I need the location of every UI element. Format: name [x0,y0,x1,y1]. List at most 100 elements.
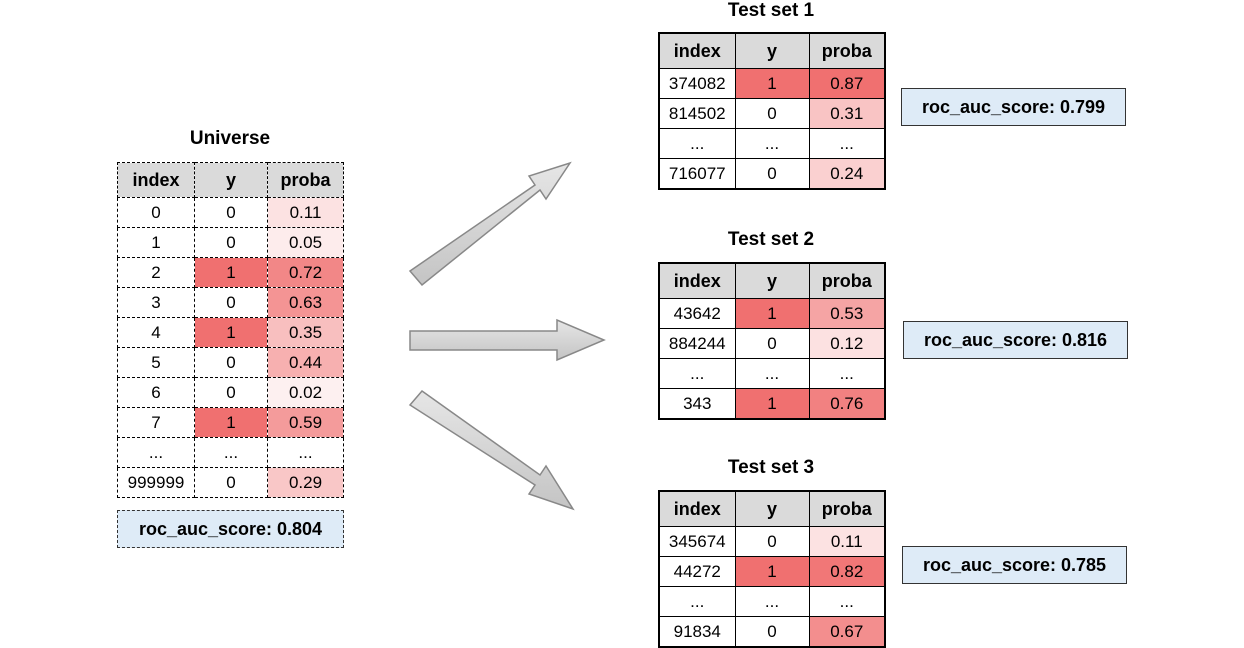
y-cell: 1 [194,407,268,438]
proba-cell: 0.82 [808,556,886,587]
proba-cell: 0.11 [267,197,344,228]
proba-cell: 0.29 [267,467,344,498]
test-set-3-table: index y proba 345674 0 0.11 44272 1 0.82........… [658,490,886,648]
header-row: index y proba [658,490,886,527]
proba-cell: 0.35 [267,317,344,348]
proba-cell: 0.31 [808,98,886,129]
table-row: 343 1 0.76 [658,388,886,420]
test-set-3-title: Test set 3 [727,457,815,478]
table-row: 999999 0 0.29 [117,467,344,498]
index-cell: ... [117,437,195,468]
index-cell: 345674 [658,526,736,557]
column-header-index: index [658,262,736,299]
universe-title: Universe [189,128,271,149]
table-row: 5 0 0.44 [117,347,344,378]
proba-cell: 0.44 [267,347,344,378]
proba-cell: 0.76 [808,388,886,420]
test-set-1-score: roc_auc_score: 0.799 [901,88,1126,126]
index-cell: 44272 [658,556,736,587]
index-cell: 716077 [658,158,736,190]
y-cell: 1 [734,68,810,99]
y-cell: 1 [734,298,810,329]
test-set-2-table: index y proba 43642 1 0.53 884244 0 0.12........… [658,262,886,420]
index-cell: 999999 [117,467,195,498]
table-row: 4 1 0.35 [117,317,344,348]
table-row: 3 0 0.63 [117,287,344,318]
y-cell: 0 [734,98,810,129]
header-row: index y proba [658,262,886,299]
y-cell: 0 [734,328,810,359]
table-row: ......... [117,437,344,468]
column-header-y: y [194,162,268,198]
proba-cell: 0.67 [808,616,886,648]
test-set-2-title: Test set 2 [727,229,815,250]
y-cell: 0 [194,227,268,258]
column-header-index: index [658,32,736,69]
test-set-1-title: Test set 1 [727,0,815,21]
test-set-2-score: roc_auc_score: 0.816 [903,321,1128,359]
index-cell: 884244 [658,328,736,359]
y-cell: 0 [734,526,810,557]
column-header-proba: proba [267,162,344,198]
table-row: ......... [658,358,886,389]
header-row: index y proba [658,32,886,69]
index-cell: ... [658,586,736,617]
arrow-to-test-set-2 [409,318,606,362]
index-cell: 43642 [658,298,736,329]
table-row: 1 0 0.05 [117,227,344,258]
y-cell: ... [734,358,810,389]
column-header-index: index [658,490,736,527]
index-cell: 814502 [658,98,736,129]
index-cell: ... [658,128,736,159]
column-header-proba: proba [808,262,886,299]
index-cell: ... [658,358,736,389]
test-set-3-score: roc_auc_score: 0.785 [902,546,1127,584]
proba-cell: 0.12 [808,328,886,359]
proba-cell: 0.11 [808,526,886,557]
index-cell: 0 [117,197,195,228]
arrow-to-test-set-3 [408,389,575,511]
y-cell: 0 [194,467,268,498]
y-cell: 1 [734,388,810,420]
index-cell: 6 [117,377,195,408]
table-row: 91834 0 0.67 [658,616,886,648]
table-row: 2 1 0.72 [117,257,344,288]
proba-cell: ... [808,128,886,159]
column-header-proba: proba [808,490,886,527]
table-row: 43642 1 0.53 [658,298,886,329]
table-row: ......... [658,586,886,617]
proba-cell: 0.53 [808,298,886,329]
proba-cell: ... [808,358,886,389]
test-set-1-table: index y proba 374082 1 0.87 814502 0 0.31.......… [658,32,886,190]
table-row: ......... [658,128,886,159]
column-header-proba: proba [808,32,886,69]
y-cell: 0 [734,616,810,648]
proba-cell: ... [808,586,886,617]
proba-cell: 0.24 [808,158,886,190]
header-row: index y proba [117,162,344,198]
y-cell: 1 [734,556,810,587]
column-header-y: y [734,262,810,299]
universe-table: index y proba 0 0 0.11 1 0 0.05 2 1 0.72 3 0 0.63 4 1 0.3… [117,162,344,498]
y-cell: 0 [194,347,268,378]
table-row: 44272 1 0.82 [658,556,886,587]
index-cell: 3 [117,287,195,318]
proba-cell: 0.72 [267,257,344,288]
y-cell: 1 [194,317,268,348]
table-row: 0 0 0.11 [117,197,344,228]
column-header-y: y [734,490,810,527]
proba-cell: 0.02 [267,377,344,408]
table-row: 345674 0 0.11 [658,526,886,557]
table-row: 6 0 0.02 [117,377,344,408]
proba-cell: 0.05 [267,227,344,258]
y-cell: 0 [194,197,268,228]
table-row: 814502 0 0.31 [658,98,886,129]
arrow-to-test-set-1 [408,161,572,287]
index-cell: 5 [117,347,195,378]
y-cell: ... [734,128,810,159]
proba-cell: 0.63 [267,287,344,318]
universe-score: roc_auc_score: 0.804 [117,510,344,548]
table-row: 884244 0 0.12 [658,328,886,359]
table-row: 716077 0 0.24 [658,158,886,190]
